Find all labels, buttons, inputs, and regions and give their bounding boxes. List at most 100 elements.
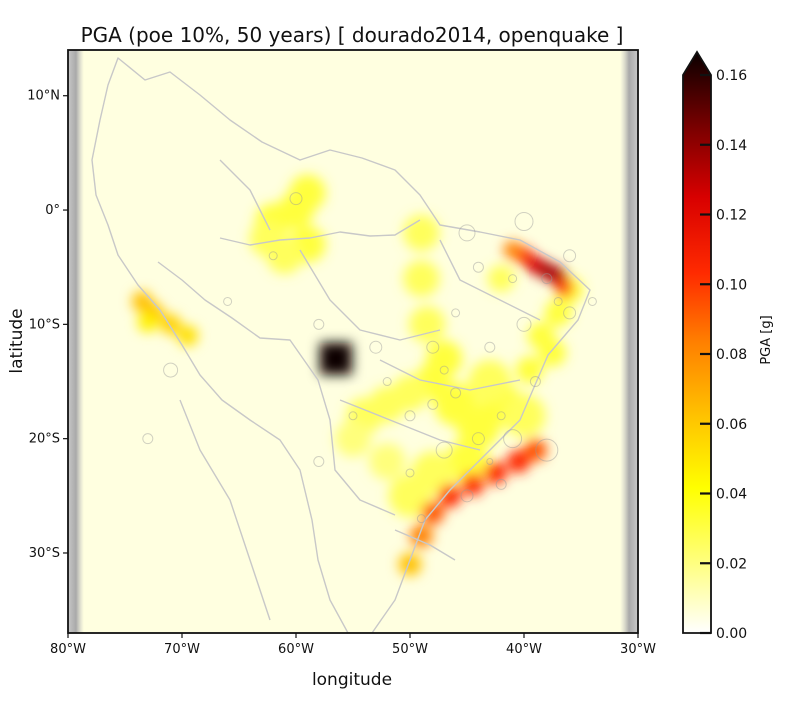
- state-line-5: [439, 239, 541, 321]
- amazon-river: [219, 219, 421, 246]
- earthquake-marker-31: [163, 362, 179, 378]
- colorbar: 0.00 0.02 0.04 0.06 0.08 0.10 0.12 0.14 0.16 PGA…: [682, 50, 774, 642]
- earthquake-marker-30: [289, 192, 303, 206]
- earthquake-marker-5: [516, 316, 532, 332]
- colorbar-tick-label-8: 0.16: [716, 68, 747, 84]
- map-left-edge-shade: [68, 50, 84, 633]
- earthquake-marker-2: [450, 387, 462, 399]
- x-tick-label-2: 60°W: [278, 642, 314, 657]
- earthquake-markers: [142, 192, 597, 524]
- y-axis-label: latitude: [7, 308, 27, 373]
- earthquake-marker-7: [553, 296, 563, 306]
- hazard-cell-southeast-margin-6: [410, 524, 433, 548]
- earthquake-marker-34: [313, 456, 325, 468]
- hazard-cell-potiguar-4: [554, 278, 574, 297]
- y-tick-label-4: 30°S: [29, 546, 60, 561]
- hazard-cell-acre-3: [177, 325, 198, 347]
- hazard-cell-acre-2: [160, 314, 181, 335]
- y-tick-label-1: 0°: [45, 203, 60, 218]
- hazard-cell-southeast-margin-0: [524, 438, 547, 462]
- earthquake-marker-37: [427, 398, 439, 410]
- colorbar-tick-label-2: 0.04: [716, 487, 747, 503]
- colorbar-bar: [682, 50, 712, 634]
- colorbar-tick-label-6: 0.12: [716, 208, 747, 224]
- earthquake-marker-20: [472, 261, 484, 273]
- earthquake-marker-8: [426, 340, 440, 354]
- x-tick-label-4: 40°W: [506, 642, 542, 657]
- x-tick-label-3: 50°W: [392, 642, 428, 657]
- hazard-cell-southeast-plateau-6: [468, 359, 512, 404]
- earthquake-marker-32: [142, 433, 154, 445]
- x-axis-label: longitude: [312, 670, 392, 690]
- earthquake-marker-17: [313, 318, 325, 330]
- hazard-cell-northeast-coast-0: [516, 356, 544, 384]
- south-america-outline: [91, 57, 591, 633]
- earthquake-marker-11: [460, 489, 474, 503]
- brazil-border-west: [157, 261, 396, 516]
- earthquake-marker-16: [348, 411, 358, 421]
- map-plot-area: [67, 49, 639, 634]
- colorbar-tick-label-3: 0.06: [716, 417, 747, 433]
- hazard-cell-southeast-plateau-5: [388, 474, 432, 518]
- hazard-cell-central-band-8: [334, 420, 372, 457]
- state-line-2: [379, 359, 521, 391]
- hazard-cell-central-band-1: [403, 260, 440, 297]
- hazard-cell-potiguar-5: [503, 240, 522, 260]
- y-tick-label-2: 10°S: [29, 317, 60, 332]
- state-line-6: [394, 529, 456, 561]
- colorbar-tick-label-5: 0.10: [716, 277, 747, 293]
- earthquake-marker-27: [587, 296, 597, 306]
- hazard-cell-amazon-north-5: [249, 220, 286, 257]
- country-outlines: [91, 57, 591, 633]
- colorbar-tick-label-1: 0.02: [716, 556, 747, 572]
- hazard-cell-amazon-north-4: [289, 174, 326, 212]
- hazard-cell-acre-4: [137, 311, 159, 333]
- earthquake-marker-14: [529, 376, 541, 388]
- earthquake-marker-0: [496, 411, 506, 421]
- earthquake-marker-36: [508, 274, 518, 284]
- earthquake-marker-22: [495, 478, 507, 490]
- earthquake-marker-13: [503, 429, 523, 449]
- hazard-cell-central-band-0: [403, 214, 440, 252]
- colorbar-ticks: 0.00 0.02 0.04 0.06 0.08 0.10 0.12 0.14 0.16: [700, 68, 747, 642]
- map-right-edge-shade: [620, 50, 638, 633]
- hazard-cell-central-band-9: [368, 443, 406, 480]
- hazard-cell-southeast-margin-2: [484, 461, 507, 485]
- map-frame: [67, 49, 639, 634]
- state-line-7: [179, 399, 271, 621]
- x-tick-label-0: 80°W: [50, 642, 86, 657]
- colorbar-label: PGA [g]: [759, 315, 774, 364]
- earthquake-marker-12: [416, 514, 426, 524]
- hazard-cell-northeast-coast-5: [487, 264, 515, 293]
- hazard-cell-southeast-margin-7: [398, 553, 422, 576]
- hazard-cell-central-band-2: [408, 306, 446, 343]
- colorbar-tick-label-0: 0.00: [716, 626, 747, 642]
- earthquake-marker-24: [405, 468, 415, 478]
- earthquake-marker-4: [486, 458, 494, 466]
- earthquake-marker-15: [563, 306, 577, 320]
- hazard-cell-southeast-plateau-3: [445, 439, 489, 484]
- hazard-cell-mato-grosso-block-3: [331, 354, 352, 375]
- hazard-cell-northeast-coast-2: [544, 299, 572, 327]
- chart-title: PGA (poe 10%, 50 years) [ dourado2014, o…: [81, 23, 624, 47]
- earthquake-marker-23: [435, 441, 453, 459]
- earthquake-marker-35: [458, 224, 476, 242]
- hazard-cell-southeast-margin-5: [421, 501, 445, 525]
- hazard-cell-southeast-margin-4: [438, 484, 462, 508]
- earthquake-marker-6: [541, 273, 553, 285]
- earthquake-marker-3: [439, 365, 449, 375]
- x-tick-label-1: 70°W: [164, 642, 200, 657]
- y-tick-label-0: 10°N: [27, 89, 60, 104]
- axes: 80°W 70°W 60°W 50°W 40°W 30°W 10°N 0° 10°S 20°S 30…: [27, 89, 656, 657]
- earthquake-marker-29: [451, 308, 461, 318]
- colorbar-tick-label-7: 0.14: [716, 138, 747, 154]
- hazard-cell-southeast-margin-1: [506, 450, 530, 473]
- earthquake-marker-10: [382, 377, 392, 387]
- y-tick-label-3: 20°S: [29, 432, 60, 447]
- earthquake-marker-18: [268, 251, 278, 261]
- x-tick-label-5: 30°W: [620, 642, 656, 657]
- state-line-1: [299, 249, 441, 341]
- earthquake-marker-9: [404, 410, 416, 422]
- earthquake-marker-21: [563, 249, 577, 263]
